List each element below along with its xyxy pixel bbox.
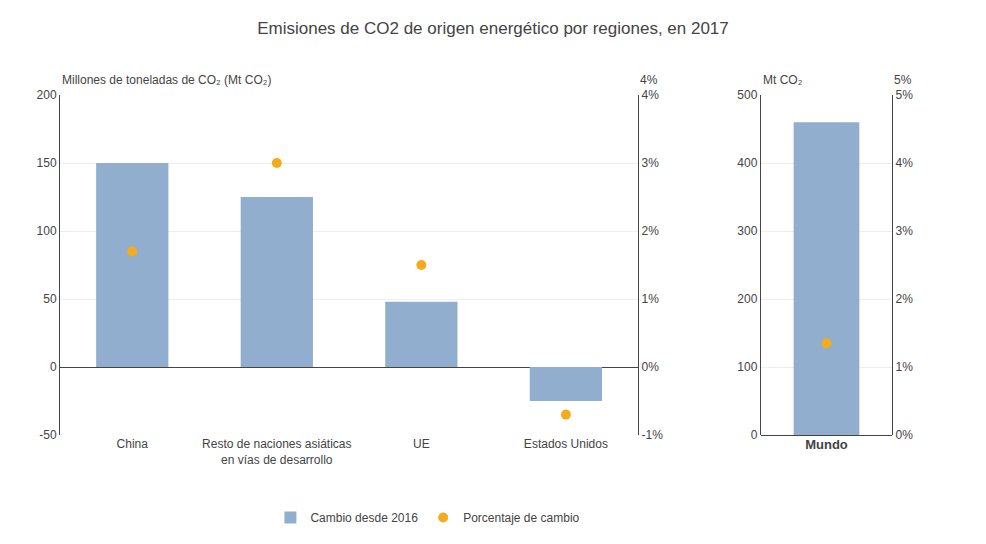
svg-text:Cambio desde 2016: Cambio desde 2016 [310,511,418,525]
svg-text:China: China [117,437,149,451]
svg-text:2%: 2% [642,224,660,238]
svg-text:Millones de toneladas de CO₂ (: Millones de toneladas de CO₂ (Mt CO₂) [62,73,271,87]
svg-text:-1%: -1% [642,428,664,442]
svg-text:-50: -50 [39,428,57,442]
svg-text:300: 300 [737,224,757,238]
svg-text:Mt CO₂: Mt CO₂ [763,73,803,87]
svg-text:4%: 4% [642,88,660,102]
svg-text:Porcentaje de cambio: Porcentaje de cambio [463,511,579,525]
svg-text:0%: 0% [642,360,660,374]
svg-text:100: 100 [737,360,757,374]
svg-text:400: 400 [737,156,757,170]
svg-text:4%: 4% [896,156,914,170]
svg-text:150: 150 [37,156,57,170]
svg-text:500: 500 [737,88,757,102]
svg-text:2%: 2% [896,292,914,306]
svg-text:Estados Unidos: Estados Unidos [524,437,608,451]
svg-text:0%: 0% [896,428,914,442]
svg-text:UE: UE [413,437,430,451]
svg-text:Resto de naciones asiáticasen: Resto de naciones asiáticasen vías de de… [202,437,351,467]
svg-text:1%: 1% [896,360,914,374]
svg-text:50: 50 [43,292,57,306]
svg-text:1%: 1% [642,292,660,306]
svg-text:0: 0 [50,360,57,374]
svg-text:3%: 3% [642,156,660,170]
svg-text:200: 200 [37,88,57,102]
svg-text:100: 100 [37,224,57,238]
svg-text:Mundo: Mundo [805,437,848,452]
svg-text:5%: 5% [896,88,914,102]
svg-text:3%: 3% [896,224,914,238]
svg-text:4%: 4% [640,73,658,87]
svg-text:0: 0 [751,428,758,442]
svg-text:200: 200 [737,292,757,306]
svg-text:5%: 5% [894,73,912,87]
svg-text:Emisiones de CO2 de origen ene: Emisiones de CO2 de origen energético po… [257,19,729,38]
